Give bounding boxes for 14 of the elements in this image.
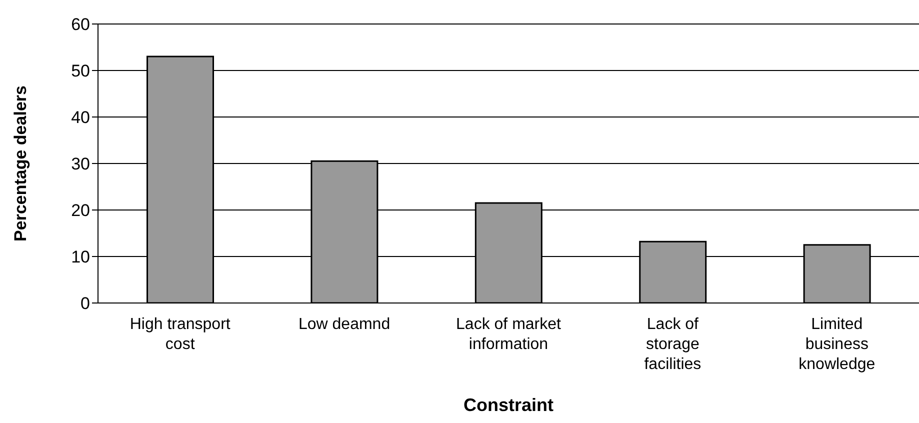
y-tick-label: 0 — [80, 294, 90, 314]
x-tick-label: Lack of market information — [456, 316, 562, 353]
y-tick-label: 20 — [71, 201, 90, 220]
y-tick-label: 30 — [71, 154, 90, 174]
x-tick-label: Lack of storage facilities — [644, 316, 702, 373]
x-tick-label: Limited business knowledge — [798, 316, 876, 373]
x-tick-label: High transport cost — [130, 316, 231, 353]
x-tick-label: Low deamnd — [298, 316, 390, 333]
y-tick-label: 60 — [71, 15, 90, 34]
y-tick-label: 40 — [71, 108, 90, 128]
y-tick-label: 50 — [71, 62, 90, 81]
y-axis-title: Percentage dealers — [11, 86, 30, 242]
y-tick-label: 10 — [71, 248, 90, 267]
x-axis-title: Constraint — [464, 395, 554, 415]
